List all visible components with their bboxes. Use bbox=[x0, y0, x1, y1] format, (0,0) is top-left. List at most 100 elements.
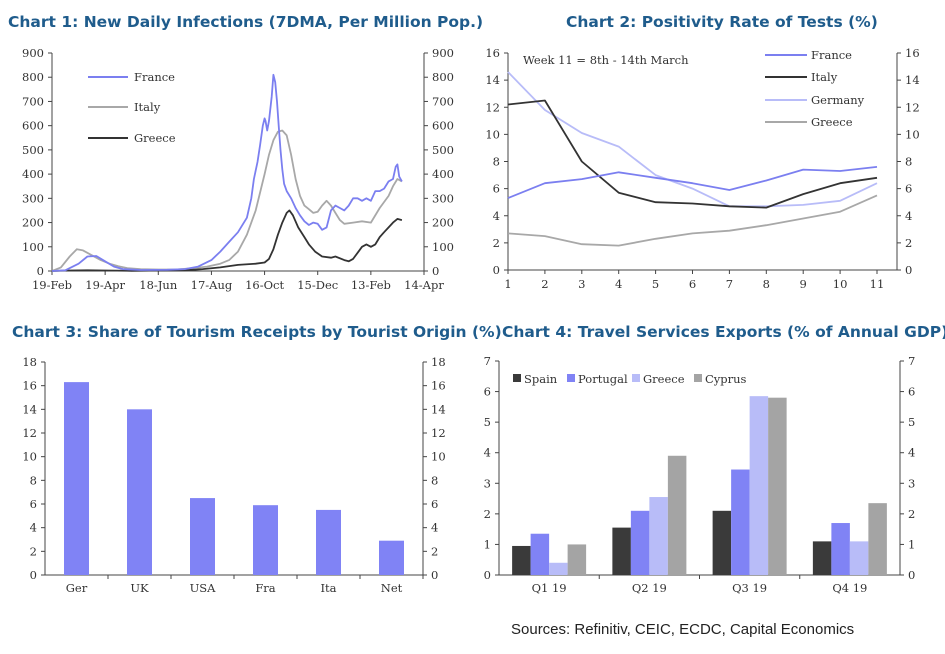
chart1-ytick-label-left: 300 bbox=[22, 191, 44, 205]
chart2-xtick-label: 3 bbox=[578, 277, 585, 291]
chart3-bar-uk bbox=[127, 409, 152, 575]
chart2-ytick-label-right: 6 bbox=[905, 182, 912, 196]
chart4-ytick-label-right: 4 bbox=[908, 446, 915, 460]
chart4-bar-cyprus bbox=[567, 544, 587, 575]
chart2-ytick-label-right: 16 bbox=[905, 46, 920, 60]
chart2-xtick-label: 9 bbox=[800, 277, 807, 291]
chart4-ytick-label-right: 1 bbox=[908, 537, 915, 551]
sources-note: Sources: Refinitiv, CEIC, ECDC, Capital … bbox=[511, 621, 855, 638]
chart2-xtick-label: 2 bbox=[541, 277, 548, 291]
chart3-ytick-label-right: 18 bbox=[431, 355, 446, 369]
chart3-ytick-label-right: 6 bbox=[431, 497, 438, 511]
chart4-bar-greece bbox=[649, 497, 668, 575]
chart3-ytick-label-right: 14 bbox=[431, 402, 446, 416]
chart1-ytick-label-right: 500 bbox=[432, 143, 454, 157]
chart3-xtick-label: Ger bbox=[66, 581, 88, 595]
chart2-ytick-label-right: 4 bbox=[905, 209, 912, 223]
chart3-ytick-label-right: 4 bbox=[431, 521, 438, 535]
chart3-bar-usa bbox=[190, 498, 215, 575]
chart1-ytick-label-right: 900 bbox=[432, 46, 454, 60]
chart3-ytick-label-left: 12 bbox=[22, 426, 37, 440]
chart3-ytick-label-left: 18 bbox=[22, 355, 37, 369]
chart1-ytick-label-right: 800 bbox=[432, 70, 454, 84]
chart2-series-greece bbox=[507, 194, 878, 247]
chart2-ytick-label-left: 12 bbox=[485, 100, 500, 114]
chart2-ytick-label-left: 16 bbox=[485, 46, 500, 60]
chart1-title: Chart 1: New Daily Infections (7DMA, Per… bbox=[8, 13, 484, 31]
chart4-bar-spain bbox=[712, 510, 732, 575]
chart4-ytick-label-left: 4 bbox=[484, 446, 491, 460]
chart1-ytick-label-left: 200 bbox=[22, 216, 44, 230]
chart4-bar-spain bbox=[512, 545, 531, 575]
chart2-xtick-label: 8 bbox=[763, 277, 770, 291]
chart1-xtick-label: 15-Dec bbox=[297, 278, 338, 292]
chart2-ytick-label-right: 12 bbox=[905, 100, 920, 114]
chart4-ytick-label-right: 0 bbox=[908, 568, 915, 582]
chart2-ytick-label-left: 10 bbox=[485, 127, 500, 141]
chart4-ytick-label-left: 3 bbox=[484, 476, 491, 490]
chart2-legend-label-germany: Germany bbox=[811, 93, 865, 107]
chart4-bar-cyprus bbox=[868, 503, 887, 575]
chart3-ytick-label-left: 0 bbox=[30, 568, 37, 582]
chart3-ytick-label-right: 0 bbox=[431, 568, 438, 582]
chart1-ytick-label-right: 0 bbox=[432, 264, 439, 278]
chart2-ytick-label-left: 14 bbox=[485, 73, 500, 87]
chart3-bar-ita bbox=[316, 509, 341, 575]
chart4-xtick-label: Q2 19 bbox=[632, 581, 667, 595]
chart2-series-italy bbox=[507, 99, 878, 209]
chart4-bar-portugal bbox=[831, 523, 850, 575]
chart2-series-france bbox=[507, 166, 878, 199]
chart4-bar-portugal bbox=[630, 510, 650, 575]
chart4-bar-cyprus bbox=[768, 397, 787, 575]
chart1-ytick-label-right: 400 bbox=[432, 167, 454, 181]
chart4-bar-portugal bbox=[731, 469, 750, 575]
chart2-legend-label-greece: Greece bbox=[811, 115, 853, 129]
chart4-ytick-label-left: 2 bbox=[484, 507, 491, 521]
chart3-ytick-label-right: 8 bbox=[431, 473, 438, 487]
chart1-series-france bbox=[51, 73, 403, 272]
chart1-ytick-label-right: 700 bbox=[432, 94, 454, 108]
chart1-xtick-label: 13-Feb bbox=[351, 278, 391, 292]
chart1-xtick-label: 17-Aug bbox=[191, 278, 233, 292]
chart4-ytick-label-right: 7 bbox=[908, 354, 915, 368]
chart3-ytick-label-left: 6 bbox=[30, 497, 37, 511]
chart1-ytick-label-left: 800 bbox=[22, 70, 44, 84]
chart1-xtick-label: 14-Apr bbox=[404, 278, 444, 292]
chart2-xtick-label: 5 bbox=[652, 277, 659, 291]
chart1-ytick-label-right: 200 bbox=[432, 216, 454, 230]
chart1-ytick-label-left: 0 bbox=[37, 264, 44, 278]
chart4-legend-label-greece: Greece bbox=[643, 372, 685, 386]
chart3-ytick-label-left: 2 bbox=[30, 544, 37, 558]
chart2-xtick-label: 6 bbox=[689, 277, 696, 291]
chart3-ytick-label-right: 10 bbox=[431, 450, 446, 464]
chart4-bar-spain bbox=[812, 541, 832, 575]
chart2-ytick-label-left: 0 bbox=[493, 263, 500, 277]
chart3-bar-ger bbox=[64, 382, 89, 575]
chart3-ytick-label-left: 10 bbox=[22, 450, 37, 464]
chart2-annotation: Week 11 = 8th - 14th March bbox=[523, 53, 689, 67]
chart4-ytick-label-left: 5 bbox=[484, 415, 491, 429]
chart1-ytick-label-left: 100 bbox=[22, 240, 44, 254]
chart3-ytick-label-left: 4 bbox=[30, 521, 37, 535]
chart3-xtick-label: Net bbox=[381, 581, 403, 595]
chart4-title: Chart 4: Travel Services Exports (% of A… bbox=[502, 323, 945, 341]
chart1-ytick-label-right: 600 bbox=[432, 119, 454, 133]
chart2-ytick-label-left: 6 bbox=[493, 182, 500, 196]
chart2-ytick-label-right: 10 bbox=[905, 127, 920, 141]
chart3-bar-net bbox=[379, 540, 404, 575]
chart3-ytick-label-right: 16 bbox=[431, 379, 446, 393]
chart1-ytick-label-left: 700 bbox=[22, 94, 44, 108]
chart4-ytick-label-left: 6 bbox=[484, 385, 491, 399]
chart4-bar-greece bbox=[749, 396, 769, 575]
chart2-ytick-label-right: 0 bbox=[905, 263, 912, 277]
chart4-ytick-label-right: 5 bbox=[908, 415, 915, 429]
chart4-legend-label-spain: Spain bbox=[524, 372, 558, 386]
chart2-ytick-label-right: 8 bbox=[905, 155, 912, 169]
chart3-xtick-label: Ita bbox=[320, 581, 336, 595]
chart2-ytick-label-right: 14 bbox=[905, 73, 920, 87]
chart1-ytick-label-left: 900 bbox=[22, 46, 44, 60]
chart2-ytick-label-left: 8 bbox=[493, 155, 500, 169]
chart2-xtick-label: 1 bbox=[504, 277, 511, 291]
chart1-ytick-label-left: 400 bbox=[22, 167, 44, 181]
chart4-ytick-label-left: 0 bbox=[484, 568, 491, 582]
